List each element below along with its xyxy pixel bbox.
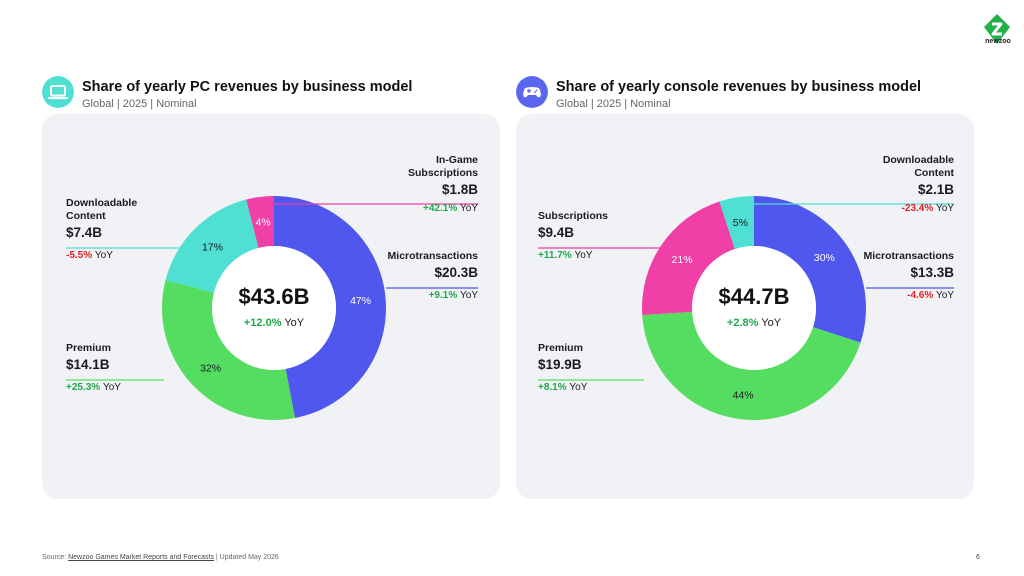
pc-total-yoy: +12.0% YoY — [243, 317, 305, 329]
console-donut-chart: 30% 44% 21% 5% — [538, 196, 954, 421]
donut-hole — [212, 246, 336, 370]
slice-share-label: 44% — [733, 389, 754, 401]
pc-downloadable-content-name: Downloadable Content — [66, 197, 138, 222]
console-label-microtransactions: Microtransactions $13.3B -4.6% YoY — [824, 250, 954, 302]
slice-subscriptions — [642, 201, 735, 316]
pc-downloadable-content-value: $7.4B — [66, 225, 103, 240]
console-label-premium: Premium $19.9B +8.1% YoY — [538, 342, 648, 394]
pc-microtransactions-name: Microtransactions — [387, 250, 478, 262]
console-downloadable-content-value: $2.1B — [917, 182, 954, 197]
console-premium-value: $19.9B — [538, 357, 582, 372]
pc-in-game-subscriptions-name: In-Game Subscriptions — [407, 154, 478, 179]
pc-chart-title: Share of yearly PC revenues by business … — [82, 79, 413, 95]
pc-chart-panel: 47% 32% 17% 4% $43.6B +12.0% YoY In-Game Su… — [42, 114, 500, 499]
source-footer: Source: Newzoo Games Market Reports and … — [42, 554, 279, 561]
pc-in-game-subscriptions-value: $1.8B — [441, 182, 478, 197]
slice-share-label: 32% — [200, 363, 221, 375]
laptop-icon — [42, 76, 74, 108]
slice-share-label: 30% — [814, 252, 835, 264]
pc-in-game-subscriptions-yoy: +42.1% — [423, 203, 458, 214]
console-subscriptions-value: $9.4B — [538, 225, 575, 240]
pc-microtransactions-value: $20.3B — [434, 265, 478, 280]
pc-chart-subtitle: Global | 2025 | Nominal — [82, 98, 197, 110]
slice-share-label: 4% — [256, 217, 271, 229]
console-downloadable-content-name: Downloadable Content — [882, 154, 954, 179]
slice-in-game-subscriptions — [246, 196, 274, 248]
page-number: 6 — [976, 554, 980, 561]
pc-total-value: $43.6B — [238, 284, 310, 309]
console-subscriptions-yoy: +11.7% — [538, 250, 572, 261]
slice-downloadable-content — [165, 199, 259, 293]
pc-microtransactions-yoy: +9.1% — [428, 290, 458, 301]
pc-premium-value: $14.1B — [66, 357, 110, 372]
logo-text: newzoo — [985, 38, 1011, 45]
console-microtransactions-value: $13.3B — [910, 265, 954, 280]
gamepad-icon — [516, 76, 548, 108]
slice-share-label: 17% — [202, 241, 223, 253]
donut-hole — [692, 246, 816, 370]
console-premium-name: Premium — [538, 342, 583, 354]
pc-premium-yoy: +25.3% — [66, 382, 101, 393]
console-chart-title: Share of yearly console revenues by busi… — [556, 79, 922, 95]
console-microtransactions-yoy: -4.6% — [907, 290, 934, 301]
console-label-downloadable-content: Downloadable Content $2.1B -23.4% YoY — [844, 154, 954, 215]
slice-premium — [161, 280, 295, 421]
console-chart-panel: 30% 44% 21% 5% $44.7B +2.8% YoY Downloadabl… — [516, 114, 974, 499]
source-link[interactable]: Newzoo Games Market Reports and Forecast… — [68, 554, 214, 561]
pc-label-premium: Premium $14.1B +25.3% YoY — [66, 342, 176, 394]
console-downloadable-content-yoy: -23.4% — [901, 203, 934, 214]
slice-downloadable-content — [719, 196, 754, 250]
console-subscriptions-name: Subscriptions — [538, 210, 609, 222]
console-chart-subtitle: Global | 2025 | Nominal — [556, 98, 671, 110]
slice-share-label: 21% — [672, 254, 693, 266]
slice-premium — [642, 311, 861, 421]
pc-label-in-game-subscriptions: In-Game Subscriptions $1.8B +42.1% YoY — [348, 154, 478, 215]
console-label-subscriptions: Subscriptions $9.4B +11.7% YoY — [538, 210, 648, 262]
console-premium-yoy: +8.1% — [538, 382, 567, 393]
pc-label-downloadable-content: Downloadable Content $7.4B -5.5% YoY — [66, 197, 156, 262]
pc-donut-chart: 47% 32% 17% 4% — [66, 196, 478, 421]
newzoo-logo — [984, 14, 1010, 44]
slice-microtransactions — [274, 196, 387, 419]
slice-share-label: 47% — [350, 295, 371, 307]
console-total-value: $44.7B — [718, 284, 790, 309]
console-total-yoy: +2.8% YoY — [726, 317, 782, 329]
slice-microtransactions — [754, 196, 866, 343]
pc-downloadable-content-yoy: -5.5% — [66, 250, 93, 261]
slice-share-label: 5% — [733, 217, 748, 229]
pc-label-microtransactions: Microtransactions $20.3B +9.1% YoY — [348, 250, 478, 302]
console-microtransactions-name: Microtransactions — [863, 250, 954, 262]
pc-premium-name: Premium — [66, 342, 111, 354]
